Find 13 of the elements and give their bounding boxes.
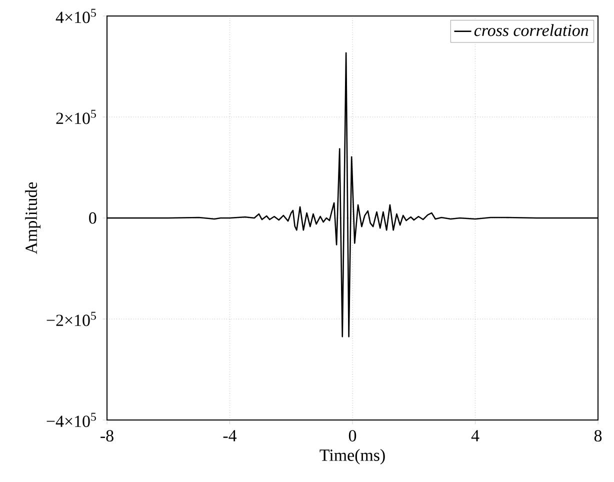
y-tick-label: 0: [89, 212, 96, 224]
x-tick-label: 8: [594, 430, 602, 442]
x-tick-label: 4: [471, 430, 480, 442]
x-tick-label: -4: [223, 430, 237, 442]
y-tick-label: 2×10$^{5}$: [56, 110, 96, 124]
legend-label: cross correlation: [474, 24, 588, 36]
y-tick-label: 4×10$^{5}$: [56, 8, 96, 24]
y-tick-label: −2×10$^{5}$: [46, 312, 96, 326]
y-axis-title: Amplitude: [25, 182, 40, 254]
y-tick-label: −4×10$^{5}$: [46, 412, 96, 428]
x-axis-title: Time(ms): [320, 449, 385, 464]
x-tick-label: -8: [100, 430, 114, 442]
x-tick-label: 0: [348, 430, 356, 442]
